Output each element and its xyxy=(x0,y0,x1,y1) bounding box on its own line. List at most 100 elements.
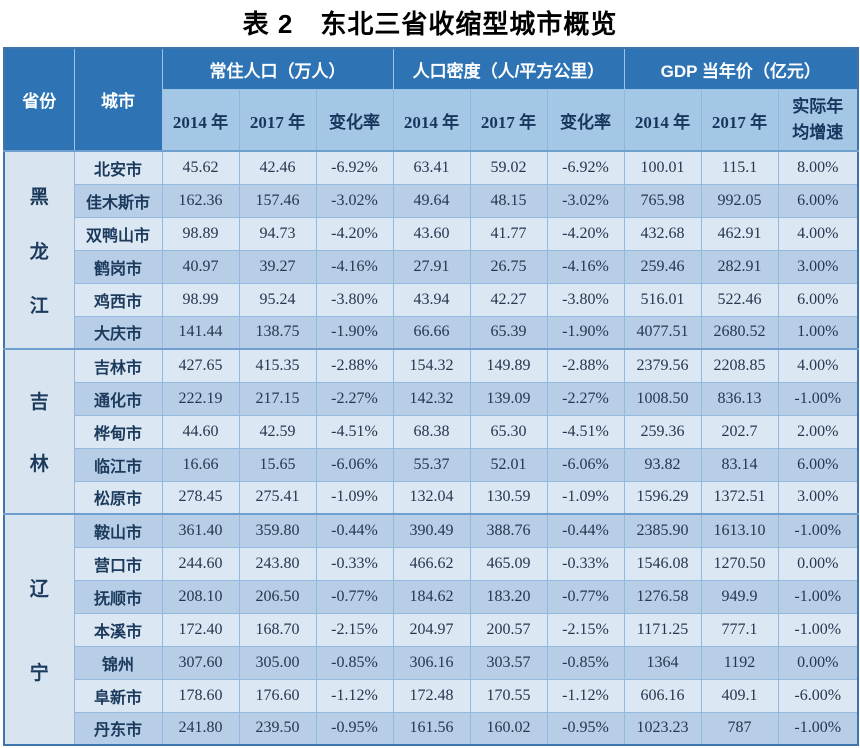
value-cell: 42.46 xyxy=(238,150,317,185)
table-row: 鸡西市 98.99 95.24 -3.80% 43.94 42.27 -3.80% 516.0… xyxy=(4,282,859,317)
table-row: 辽宁鞍山市 361.40 359.80 -0.44% 390.49 388.76 -0.44… xyxy=(3,513,859,746)
subheader-gdp-2017: 2017 年 xyxy=(700,89,779,152)
value-cell: 306.16 xyxy=(392,645,471,680)
value-cell: 3.00% xyxy=(777,480,859,515)
value-cell: -1.00% xyxy=(777,513,859,548)
value-cell: -3.02% xyxy=(546,183,625,218)
value-cell: 43.94 xyxy=(392,282,471,317)
value-cell: 307.60 xyxy=(161,645,240,680)
value-cell: 462.91 xyxy=(700,216,779,251)
province-cell: 辽宁 xyxy=(3,513,75,746)
value-cell: -4.16% xyxy=(546,249,625,284)
value-cell: -1.09% xyxy=(546,480,625,515)
province-name-char: 林 xyxy=(29,454,49,475)
city-name-cell: 鸡西市 xyxy=(73,282,163,317)
value-cell: 204.97 xyxy=(392,612,471,647)
table-body: 黑龙江北安市 45.62 42.46 -6.92% 63.41 59.02 -6.92% 10… xyxy=(3,150,859,746)
value-cell: -0.33% xyxy=(315,546,394,581)
value-cell: 4.00% xyxy=(777,348,859,383)
value-cell: 4077.51 xyxy=(623,315,702,350)
value-cell: -1.00% xyxy=(777,381,859,416)
value-cell: -2.88% xyxy=(315,348,394,383)
value-cell: 432.68 xyxy=(623,216,702,251)
value-cell: 409.1 xyxy=(700,678,779,713)
subheader-den-2017: 2017 年 xyxy=(469,89,548,152)
table-row: 锦州 307.60 305.00 -0.85% 306.16 303.57 -0.85% 13… xyxy=(4,645,859,680)
value-cell: -2.27% xyxy=(546,381,625,416)
header-group-row: 省份 城市 常住人口（万人） 人口密度（人/平方公里） GDP 当年价（亿元） xyxy=(3,47,859,152)
header-sub-row: 2014 年 2017 年 变化率 2014 年 2017 年 变化率 2014… xyxy=(4,89,859,152)
table-row: 桦甸市 44.60 42.59 -4.51% 68.38 65.30 -4.51% 259.3… xyxy=(4,414,859,449)
value-cell: 305.00 xyxy=(238,645,317,680)
table-row: 阜新市 178.60 176.60 -1.12% 172.48 170.55 -1.12% 6… xyxy=(4,678,859,713)
value-cell: -4.51% xyxy=(315,414,394,449)
value-cell: 275.41 xyxy=(238,480,317,515)
value-cell: 138.75 xyxy=(238,315,317,350)
subheader-den-2014: 2014 年 xyxy=(392,89,471,152)
value-cell: -2.15% xyxy=(546,612,625,647)
value-cell: 98.89 xyxy=(161,216,240,251)
city-name-cell: 本溪市 xyxy=(73,612,163,647)
value-cell: 65.30 xyxy=(469,414,548,449)
table-header: 省份 城市 常住人口（万人） 人口密度（人/平方公里） GDP 当年价（亿元） … xyxy=(3,47,859,152)
city-name-cell: 佳木斯市 xyxy=(73,183,163,218)
header-city: 城市 xyxy=(73,47,163,152)
city-name-cell: 通化市 xyxy=(73,381,163,416)
value-cell: 466.62 xyxy=(392,546,471,581)
value-cell: -3.02% xyxy=(315,183,394,218)
value-cell: -6.00% xyxy=(777,678,859,713)
value-cell: 244.60 xyxy=(161,546,240,581)
value-cell: 93.82 xyxy=(623,447,702,482)
value-cell: 1.00% xyxy=(777,315,859,350)
province-name-char: 宁 xyxy=(29,663,49,684)
value-cell: 168.70 xyxy=(238,612,317,647)
value-cell: -3.80% xyxy=(546,282,625,317)
table-row: 大庆市 141.44 138.75 -1.90% 66.66 65.39 -1.90% 407… xyxy=(4,315,859,350)
value-cell: -0.77% xyxy=(315,579,394,614)
value-cell: -0.95% xyxy=(315,711,394,746)
value-cell: 606.16 xyxy=(623,678,702,713)
value-cell: 241.80 xyxy=(161,711,240,746)
table-row: 鹤岗市 40.97 39.27 -4.16% 27.91 26.75 -4.16% 259.4… xyxy=(4,249,859,284)
value-cell: 1546.08 xyxy=(623,546,702,581)
value-cell: 184.62 xyxy=(392,579,471,614)
value-cell: -1.90% xyxy=(546,315,625,350)
value-cell: 157.46 xyxy=(238,183,317,218)
value-cell: 787 xyxy=(700,711,779,746)
header-group-population: 常住人口（万人） xyxy=(161,47,394,90)
value-cell: 259.46 xyxy=(623,249,702,284)
subheader-pop-2017: 2017 年 xyxy=(238,89,317,152)
value-cell: -0.33% xyxy=(546,546,625,581)
value-cell: 1596.29 xyxy=(623,480,702,515)
value-cell: 217.15 xyxy=(238,381,317,416)
city-name-cell: 鹤岗市 xyxy=(73,249,163,284)
value-cell: 94.73 xyxy=(238,216,317,251)
value-cell: 4.00% xyxy=(777,216,859,251)
value-cell: 239.50 xyxy=(238,711,317,746)
value-cell: 45.62 xyxy=(161,150,240,185)
value-cell: -6.06% xyxy=(546,447,625,482)
value-cell: 42.59 xyxy=(238,414,317,449)
value-cell: 95.24 xyxy=(238,282,317,317)
value-cell: -1.09% xyxy=(315,480,394,515)
province-name-char: 辽 xyxy=(29,579,49,600)
value-cell: 777.1 xyxy=(700,612,779,647)
value-cell: -1.12% xyxy=(546,678,625,713)
value-cell: 1008.50 xyxy=(623,381,702,416)
value-cell: 2680.52 xyxy=(700,315,779,350)
table-row: 黑龙江北安市 45.62 42.46 -6.92% 63.41 59.02 -6.92% 10… xyxy=(3,150,859,350)
value-cell: 8.00% xyxy=(777,150,859,185)
value-cell: 149.89 xyxy=(469,348,548,383)
value-cell: 154.32 xyxy=(392,348,471,383)
city-name-cell: 锦州 xyxy=(73,645,163,680)
city-name-cell: 临江市 xyxy=(73,447,163,482)
value-cell: 303.57 xyxy=(469,645,548,680)
value-cell: -4.20% xyxy=(546,216,625,251)
value-cell: -0.85% xyxy=(546,645,625,680)
value-cell: -6.06% xyxy=(315,447,394,482)
value-cell: 6.00% xyxy=(777,447,859,482)
value-cell: 66.66 xyxy=(392,315,471,350)
value-cell: 516.01 xyxy=(623,282,702,317)
value-cell: 40.97 xyxy=(161,249,240,284)
